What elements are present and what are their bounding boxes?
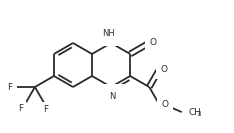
- Text: F: F: [43, 105, 48, 114]
- Text: CH: CH: [189, 108, 201, 117]
- Text: O: O: [149, 38, 156, 47]
- Text: O: O: [160, 65, 167, 74]
- Text: F: F: [7, 82, 12, 92]
- Text: O: O: [161, 100, 168, 109]
- Text: N: N: [109, 92, 115, 101]
- Text: NH: NH: [102, 29, 114, 38]
- Text: F: F: [18, 104, 24, 113]
- Text: 3: 3: [197, 111, 201, 117]
